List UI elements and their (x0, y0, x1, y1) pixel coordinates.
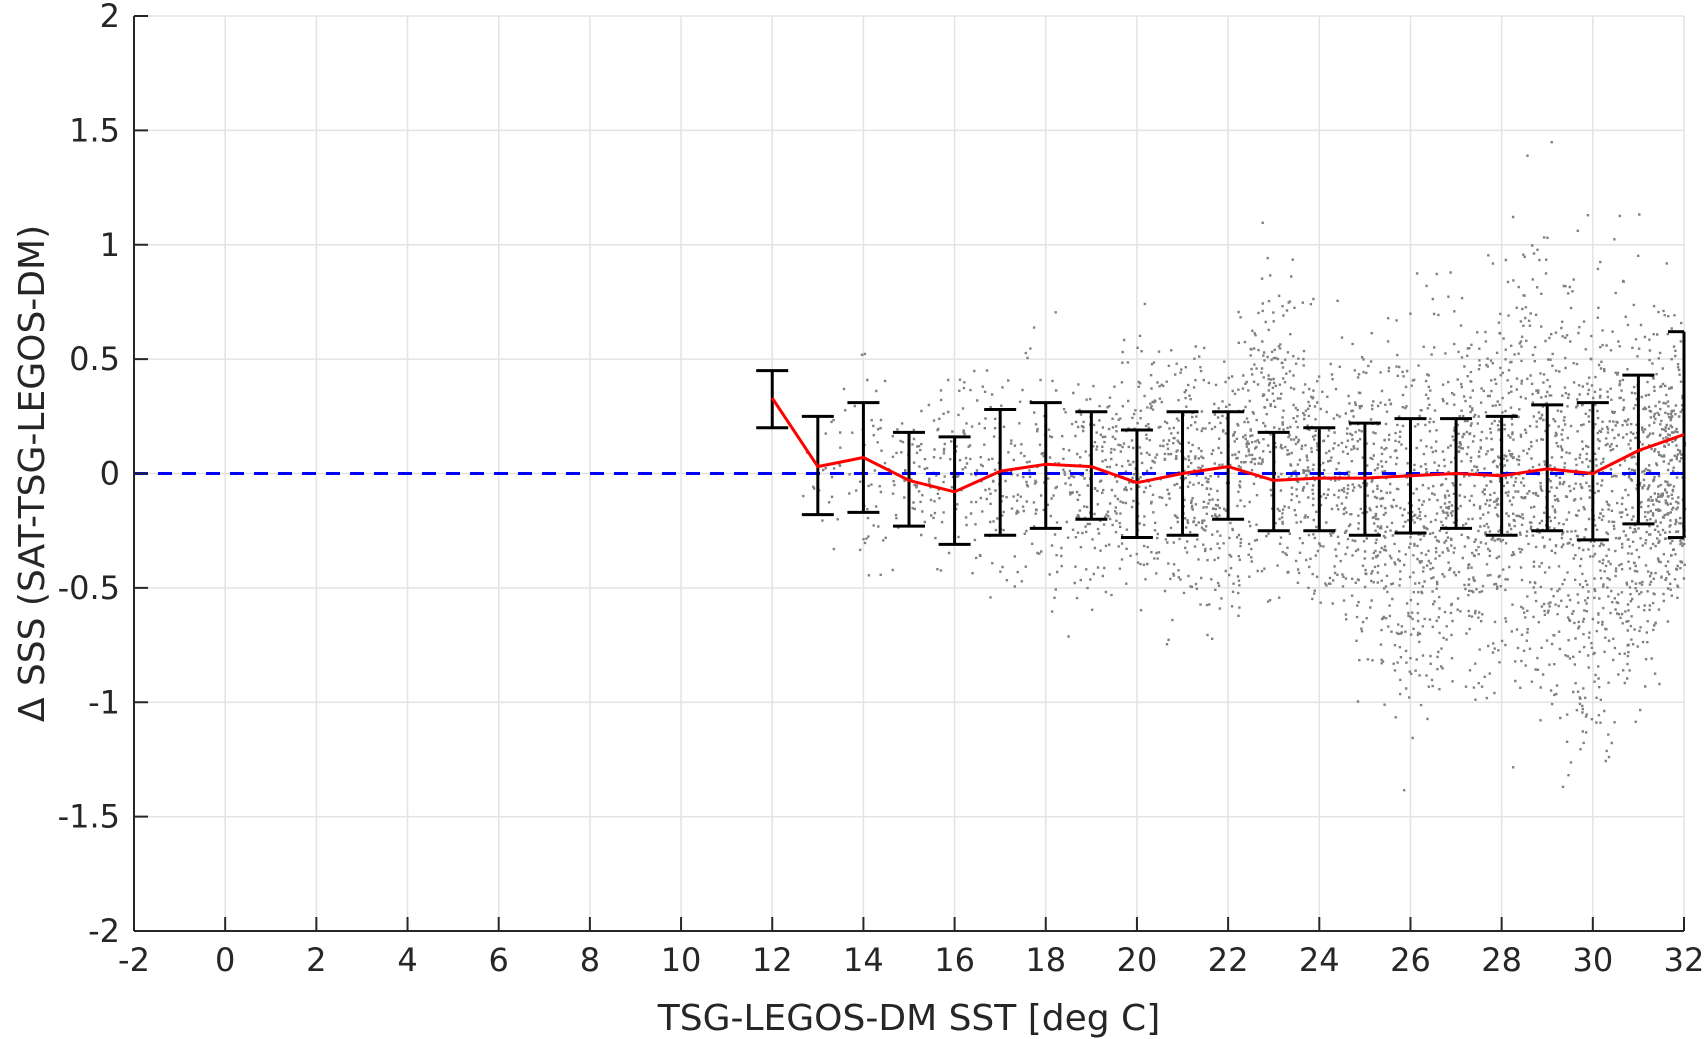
y-tick-label: 2 (100, 0, 120, 35)
scatter-points (802, 141, 1687, 792)
x-tick-label: 16 (934, 941, 975, 979)
x-tick-label: 0 (215, 941, 235, 979)
y-tick-label: 1 (100, 226, 120, 264)
x-tick-label: 20 (1117, 941, 1158, 979)
error-bar (1576, 401, 1609, 542)
y-tick-label: -0.5 (58, 569, 120, 607)
x-tick-label: 2 (306, 941, 326, 979)
mean-line (770, 397, 1685, 494)
x-tick-label: -2 (118, 941, 150, 979)
x-tick-label: 32 (1664, 941, 1705, 979)
error-bars (756, 330, 1686, 546)
y-tick-label: -1 (88, 683, 120, 721)
x-tick-label: 8 (580, 941, 600, 979)
mean-line-path (770, 397, 1685, 494)
x-tick-label: 6 (489, 941, 509, 979)
x-tick-label: 10 (661, 941, 702, 979)
x-tick-label: 14 (843, 941, 884, 979)
y-tick-label: 0 (100, 455, 120, 493)
x-tick-label: 4 (397, 941, 417, 979)
y-tick-label: -2 (88, 912, 120, 950)
x-tick-label: 24 (1299, 941, 1340, 979)
x-tick-label: 12 (752, 941, 793, 979)
x-tick-label: 18 (1025, 941, 1066, 979)
x-tick-label: 26 (1390, 941, 1431, 979)
y-tick-label: 1.5 (69, 111, 120, 149)
scatter-cloud (802, 141, 1687, 792)
x-tick-label: 28 (1481, 941, 1522, 979)
y-axis-label: Δ SSS (SAT-TSG-LEGOS-DM) (12, 225, 53, 722)
x-axis-label: TSG-LEGOS-DM SST [deg C] (657, 998, 1161, 1039)
axis-ticks: -2 0 2 4 6 8 10 12 14 16 18 20 22 24 26 28 30 32-2-1.5-1-… (58, 0, 1705, 979)
y-tick-label: 0.5 (69, 340, 120, 378)
y-tick-label: -1.5 (58, 798, 120, 836)
x-tick-label: 22 (1208, 941, 1249, 979)
x-tick-label: 30 (1572, 941, 1613, 979)
